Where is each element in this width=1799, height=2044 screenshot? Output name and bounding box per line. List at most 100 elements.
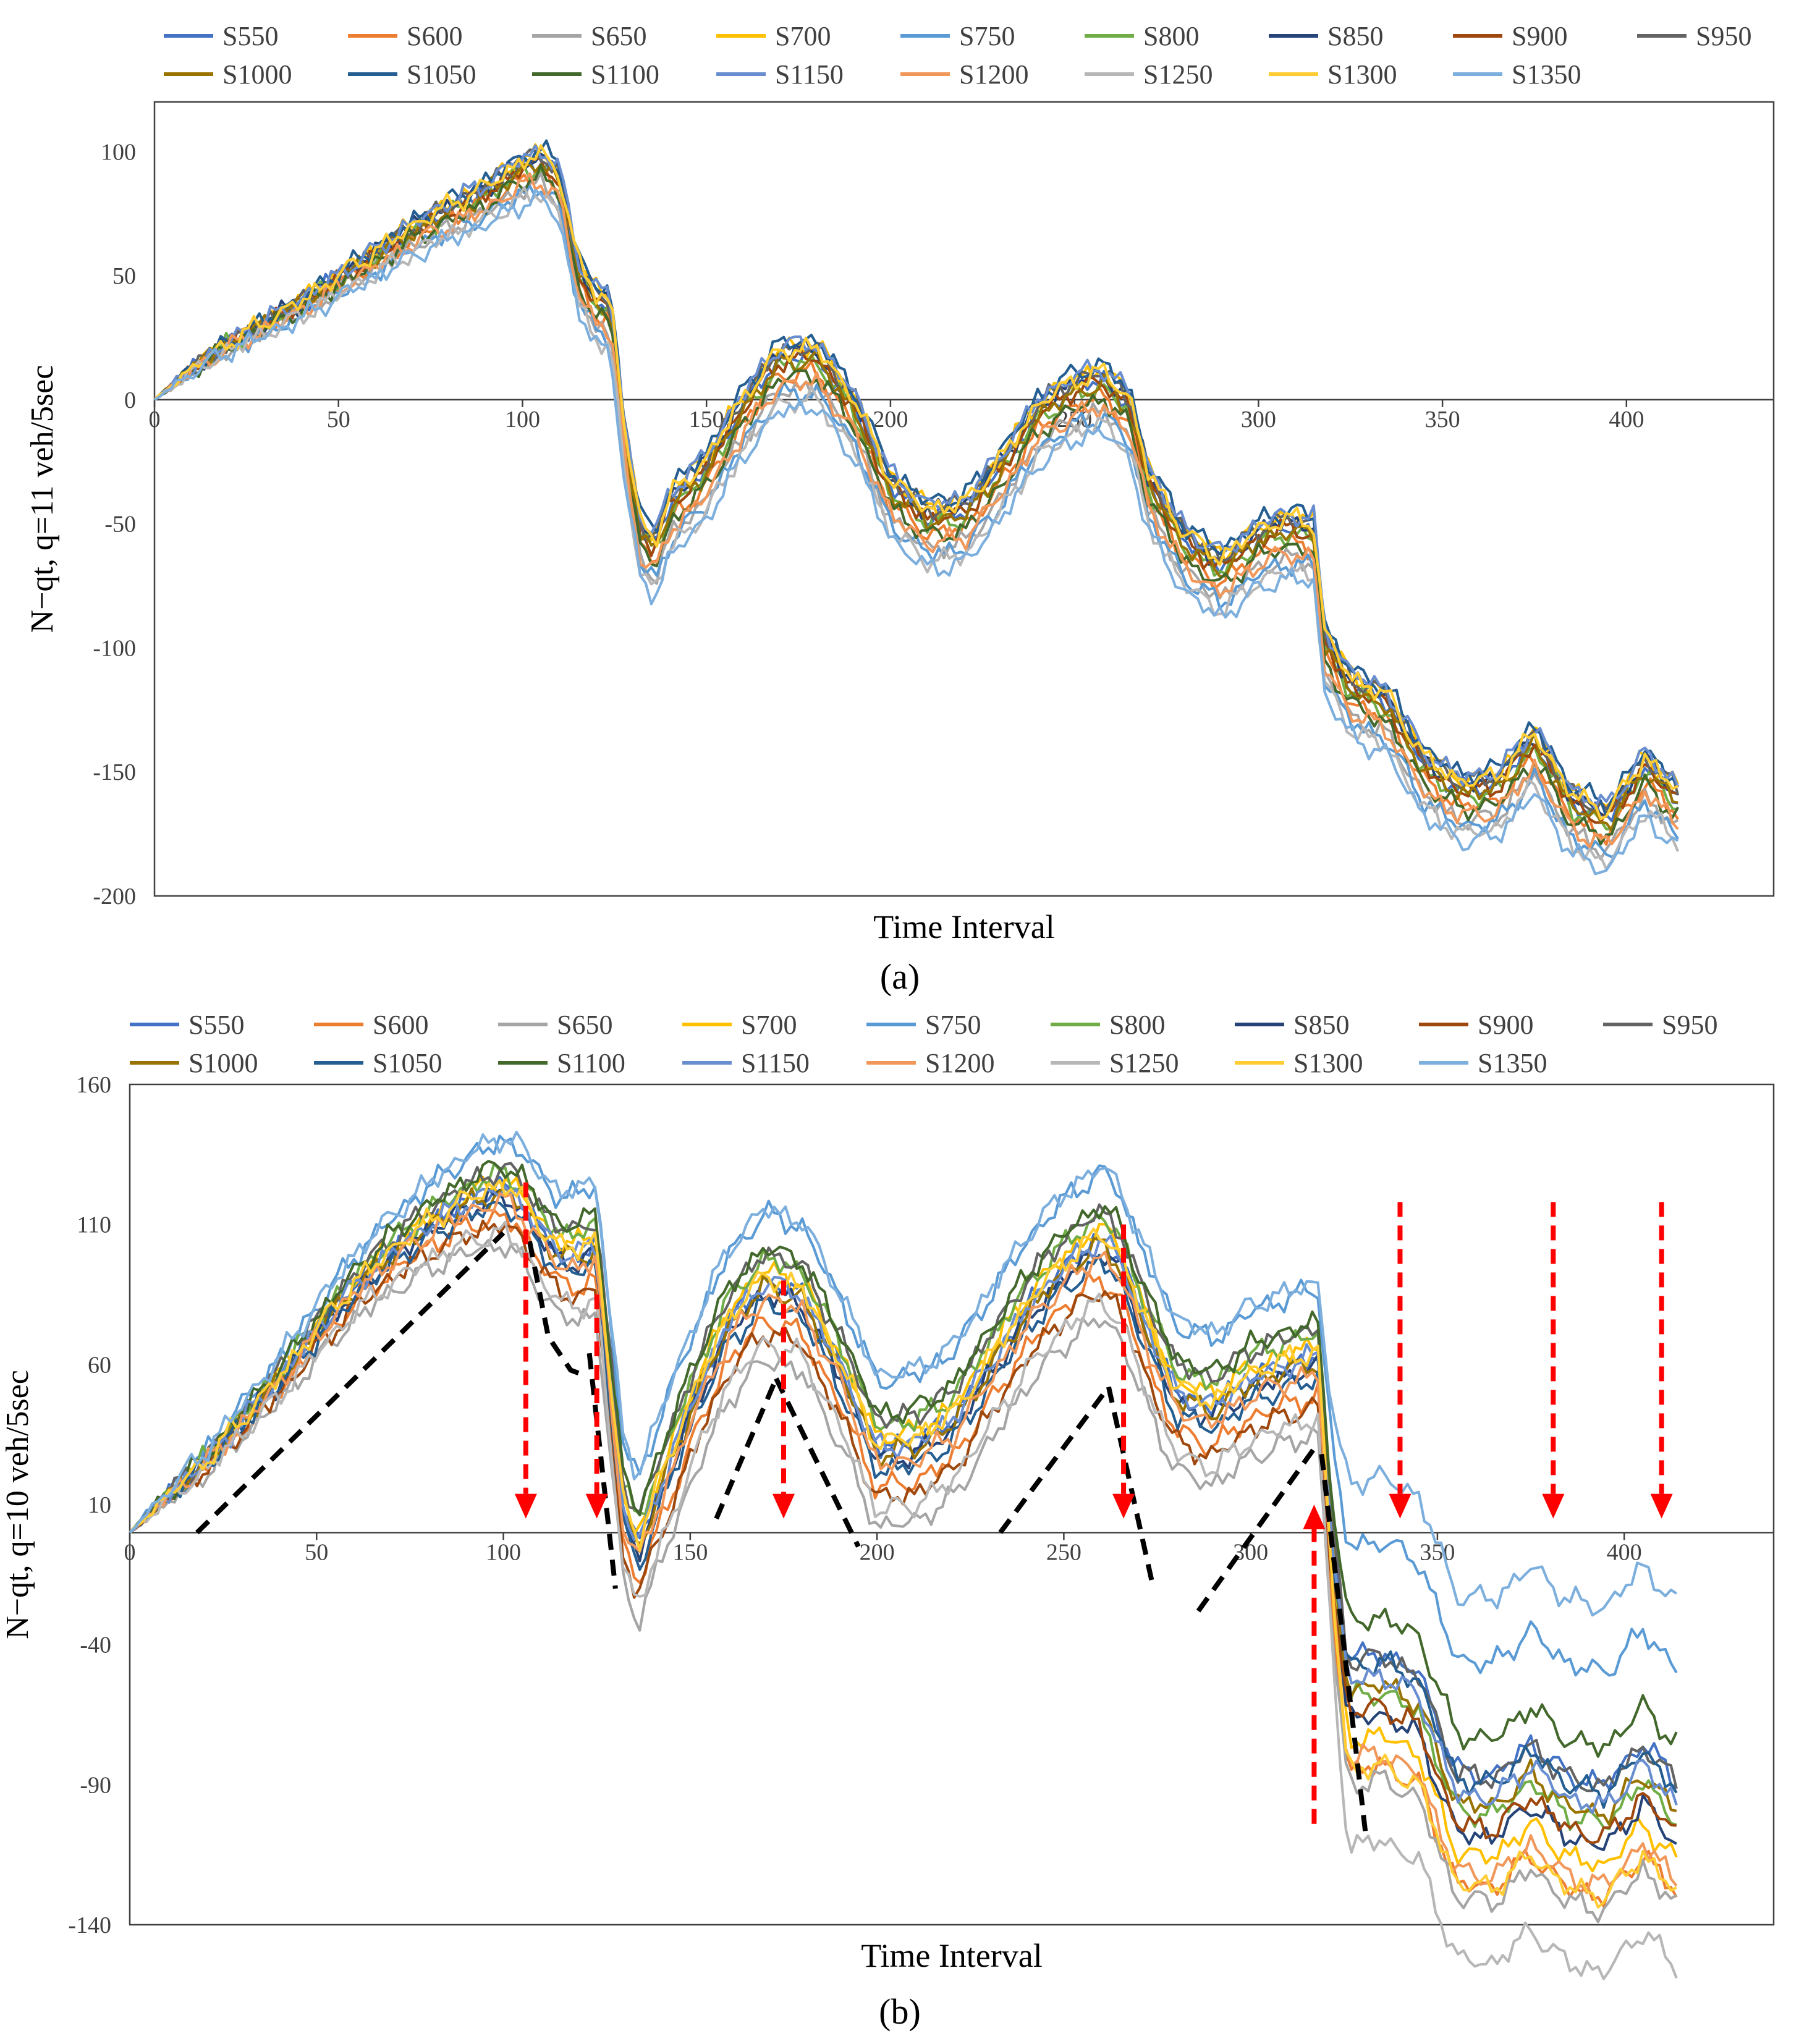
x-tick-label: 150 — [672, 1539, 708, 1565]
legend-label-s1100: S1100 — [557, 1048, 625, 1078]
x-tick-label: 400 — [1609, 407, 1644, 433]
legend-label-s1250: S1250 — [1143, 59, 1213, 90]
y-axis-title: N−qt, q=11 veh/5sec — [25, 365, 60, 633]
series-line-s1350 — [153, 188, 1679, 876]
trend-dashed-line — [195, 1231, 506, 1535]
legend-label-s750: S750 — [925, 1010, 981, 1040]
y-tick-label: -50 — [104, 512, 136, 538]
legend-label-s1300: S1300 — [1293, 1048, 1363, 1078]
x-tick-label: 350 — [1425, 407, 1460, 433]
legend-label-s1050: S1050 — [407, 59, 476, 90]
x-tick-label: 300 — [1241, 407, 1276, 433]
red-arrow-head — [1650, 1493, 1673, 1519]
red-arrow-head — [1112, 1493, 1135, 1519]
legend-label-s1000: S1000 — [222, 59, 292, 90]
y-tick-label: -150 — [93, 759, 136, 785]
legend-label-s700: S700 — [775, 21, 831, 51]
legend-label-s1350: S1350 — [1512, 59, 1581, 90]
series-line-s1350 — [129, 1130, 1677, 1617]
series-line-s600 — [129, 1209, 1678, 1908]
legend-label-s850: S850 — [1327, 21, 1383, 51]
legend-label-s1150: S1150 — [775, 59, 844, 90]
x-tick-label: 400 — [1607, 1539, 1642, 1565]
series-line-s1250 — [129, 1220, 1678, 1980]
plot-frame — [129, 1083, 1775, 1926]
red-arrow-head — [585, 1493, 608, 1519]
plot-frame — [153, 101, 1775, 897]
x-tick-label: 150 — [689, 407, 724, 433]
legend-label-s1300: S1300 — [1327, 59, 1397, 90]
y-tick-label: 0 — [124, 387, 136, 413]
legend-label-s1250: S1250 — [1109, 1048, 1179, 1078]
x-tick-label: 250 — [1046, 1539, 1082, 1565]
series-line-s650 — [129, 1238, 1677, 1924]
y-axis-title: N−qt, q=10 veh/5sec — [0, 1370, 35, 1639]
legend-label-s1200: S1200 — [925, 1048, 994, 1078]
series-line-s1300 — [153, 144, 1679, 821]
legend-label-s650: S650 — [557, 1010, 612, 1040]
red-arrow-head — [1303, 1505, 1326, 1529]
legend-label-s600: S600 — [407, 21, 462, 51]
legend-label-s1350: S1350 — [1478, 1048, 1547, 1078]
trend-dashed-line — [1196, 1446, 1316, 1613]
x-tick-label: 200 — [860, 1539, 895, 1565]
series-line-s600 — [153, 169, 1679, 846]
series-line-s1000 — [153, 163, 1678, 832]
legend-label-s1200: S1200 — [959, 59, 1028, 90]
series-line-s1100 — [153, 164, 1680, 846]
series-line-s850 — [129, 1188, 1677, 1851]
trend-dashed-line — [998, 1385, 1111, 1534]
series-line-s1100 — [129, 1160, 1678, 1758]
red-arrow-head — [772, 1493, 795, 1519]
legend-label-s550: S550 — [222, 21, 278, 51]
trend-dashed-line — [1106, 1386, 1156, 1589]
legend-label-s1050: S1050 — [373, 1048, 442, 1078]
x-tick-label: 200 — [873, 407, 908, 433]
legend-label-s800: S800 — [1143, 21, 1199, 51]
legend-label-s1100: S1100 — [591, 59, 659, 90]
legend-label-s950: S950 — [1662, 1010, 1717, 1040]
trend-dashed-line — [774, 1377, 861, 1548]
trend-dashed-line — [586, 1353, 618, 1589]
y-tick-label: -200 — [93, 884, 136, 910]
y-tick-label: -140 — [68, 1912, 111, 1938]
series-line-s1250 — [153, 186, 1680, 871]
legend-label-s550: S550 — [188, 1010, 244, 1040]
legend-label-s900: S900 — [1512, 21, 1567, 51]
series-line-s1200 — [153, 172, 1679, 850]
y-tick-label: -40 — [80, 1632, 111, 1658]
legend-label-s850: S850 — [1293, 1010, 1349, 1040]
series-line-s1150 — [129, 1185, 1678, 1814]
legend-label-s700: S700 — [741, 1010, 797, 1040]
y-tick-label: -90 — [80, 1772, 111, 1798]
x-axis-title: Time Interval — [861, 1937, 1042, 1974]
red-arrow-head — [1389, 1493, 1412, 1519]
y-tick-label: 160 — [76, 1072, 111, 1098]
legend-label-s900: S900 — [1478, 1010, 1533, 1040]
trend-dashed-line — [1319, 1453, 1369, 1841]
legend-label-s600: S600 — [373, 1010, 428, 1040]
x-tick-label: 100 — [505, 407, 540, 433]
legend-label-s950: S950 — [1696, 21, 1751, 51]
x-tick-label: 100 — [486, 1539, 521, 1565]
x-tick-label: 50 — [327, 407, 350, 433]
y-tick-label: 60 — [88, 1352, 111, 1378]
red-arrow-head — [1542, 1493, 1565, 1519]
y-tick-label: 50 — [112, 263, 136, 289]
legend-label-s650: S650 — [591, 21, 646, 51]
legend-label-s800: S800 — [1109, 1010, 1165, 1040]
x-tick-label: 0 — [124, 1539, 136, 1565]
y-tick-label: 100 — [101, 139, 136, 165]
legend-label-s1000: S1000 — [188, 1048, 258, 1078]
red-arrow-head — [514, 1493, 537, 1519]
x-axis-title: Time Interval — [873, 908, 1054, 945]
chart-b: 0 50 100 150 200 250 300 350 4001601106010-40-90… — [0, 1010, 1775, 1980]
y-tick-label: -100 — [93, 635, 136, 661]
x-tick-label: 300 — [1233, 1539, 1268, 1565]
panel-label-b: (b) — [879, 1991, 921, 2032]
series-line-s1050 — [129, 1201, 1678, 1809]
legend-label-s1150: S1150 — [741, 1048, 810, 1078]
panel-label-a: (a) — [880, 957, 920, 997]
